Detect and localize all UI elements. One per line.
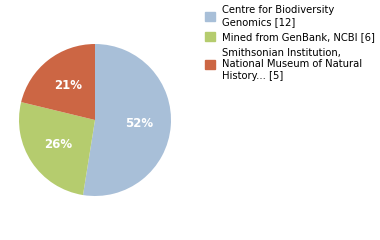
Text: 21%: 21% (54, 79, 82, 92)
Text: 26%: 26% (44, 138, 72, 151)
Wedge shape (19, 102, 95, 195)
Text: 52%: 52% (125, 117, 153, 130)
Wedge shape (21, 44, 95, 120)
Legend: Centre for Biodiversity
Genomics [12], Mined from GenBank, NCBI [6], Smithsonian: Centre for Biodiversity Genomics [12], M… (204, 5, 375, 81)
Wedge shape (83, 44, 171, 196)
